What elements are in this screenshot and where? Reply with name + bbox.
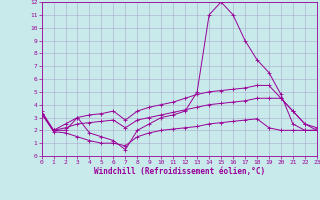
X-axis label: Windchill (Refroidissement éolien,°C): Windchill (Refroidissement éolien,°C) — [94, 167, 265, 176]
